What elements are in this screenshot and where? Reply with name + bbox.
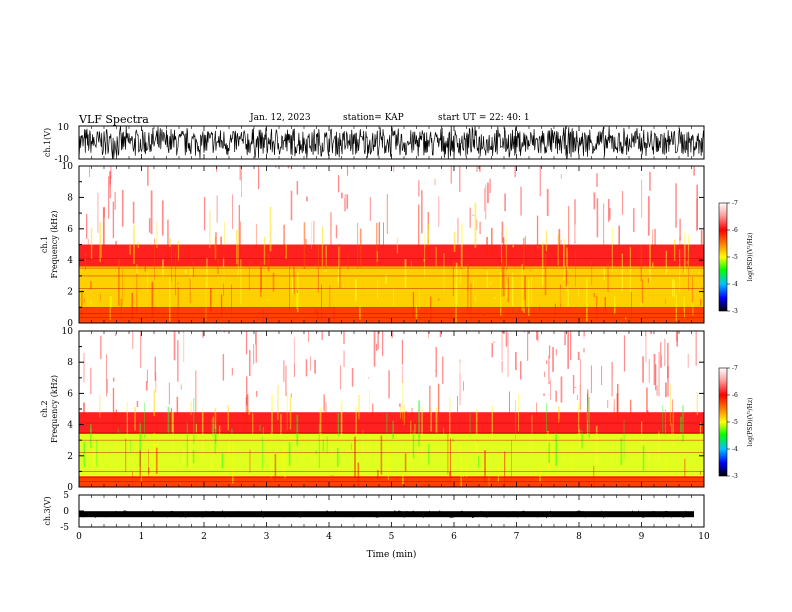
colorbar-tick-label: -4 (732, 281, 738, 288)
y-axis-label: ch.3(V) (43, 496, 52, 525)
psd-band (79, 307, 704, 323)
colorbar-label: log(PSD)(V²/Hz) (747, 398, 754, 447)
x-axis-label: Time (min) (367, 549, 417, 560)
x-ticks (78, 126, 705, 159)
spectrogram-texture (83, 331, 705, 487)
ch1-spectrogram-panel: 0 2 4 6 8 10 ch.1 Frequency (kHz) -3 -4 -5 -6 -7 log(… (40, 162, 754, 329)
station-label: station= KAP (343, 113, 404, 123)
x-tick-label: 6 (451, 532, 457, 542)
y-tick-label: 0 (67, 319, 73, 329)
y-tick-label: 6 (67, 225, 73, 235)
x-ticks (78, 166, 705, 323)
figure-title: VLF Spectra (79, 113, 149, 126)
y-tick-label: 8 (67, 358, 73, 368)
y-tick-label: 2 (67, 452, 73, 462)
colorbar-tick-label: -7 (732, 200, 738, 207)
x-tick-label: 3 (264, 532, 270, 542)
colorbar (718, 367, 728, 477)
x-tick-label: 2 (201, 532, 207, 542)
x-ticks: 0 1 2 3 4 5 6 7 8 9 10 (76, 495, 710, 542)
y-tick-label: -5 (60, 523, 69, 533)
x-tick-label: 7 (514, 532, 520, 542)
psd-band (79, 433, 704, 477)
y-axis-label: ch.1(V) (43, 128, 52, 157)
x-ticks (78, 331, 705, 487)
y-tick-label: 2 (67, 288, 73, 298)
y-axis-label: Frequency (kHz) (50, 210, 59, 278)
y-tick-label: 0 (67, 483, 73, 493)
ch3-waveform-panel: 5 0 -5 ch.3(V) Time (min) (43, 491, 695, 560)
y-axis-label: ch.1 (40, 236, 49, 253)
colorbar-tick-label: -6 (732, 227, 738, 234)
colorbar-tick-label: -3 (732, 308, 738, 315)
psd-band (79, 166, 704, 245)
colorbar-tick-label: -7 (732, 365, 738, 372)
x-tick-label: 5 (389, 532, 395, 542)
ch1-waveform-line (78, 125, 705, 160)
y-tick-label: 8 (67, 193, 73, 203)
x-tick-label: 4 (326, 532, 332, 542)
spectrogram-texture (81, 166, 703, 323)
y-tick-label: 10 (62, 327, 74, 337)
colorbar-tick-label: -4 (732, 446, 738, 453)
x-tick-label: 9 (639, 532, 645, 542)
y-axis-label: ch.2 (40, 400, 49, 417)
colorbar-label: log(PSD)(V²/Hz) (747, 233, 754, 282)
colorbar (718, 202, 728, 312)
x-tick-label: 1 (139, 532, 145, 542)
y-tick-label: 0 (63, 507, 69, 517)
colorbar-tick-label: -5 (732, 419, 738, 426)
y-tick-label: 6 (67, 389, 73, 399)
start-time-label: start UT = 22: 40: 1 (438, 113, 530, 123)
date-label: Jan. 12, 2023 (250, 113, 311, 123)
y-tick-label: 5 (63, 491, 69, 501)
y-tick-label: 4 (67, 421, 73, 431)
colorbar-tick-label: -5 (732, 254, 738, 261)
y-tick-label: 10 (62, 162, 74, 172)
y-tick-label: -10 (55, 155, 70, 165)
psd-band (79, 266, 704, 308)
colorbar-tick-label: -6 (732, 392, 738, 399)
psd-band (79, 331, 704, 413)
y-tick-label: 4 (67, 256, 73, 266)
colorbar-tick-label: -3 (732, 473, 738, 480)
y-axis-label: Frequency (kHz) (50, 375, 59, 443)
ch3-waveform-line (78, 509, 695, 519)
psd-band (79, 244, 704, 267)
x-tick-label: 10 (698, 532, 710, 542)
ch2-spectrogram-panel: 0 2 4 6 8 10 ch.2 Frequency (kHz) -3 -4 -5 -6 -7 log(… (40, 327, 754, 493)
y-tick-label: 10 (58, 123, 70, 133)
x-tick-label: 8 (576, 532, 582, 542)
ch3-waveform-band (79, 511, 694, 518)
x-tick-label: 0 (76, 532, 82, 542)
